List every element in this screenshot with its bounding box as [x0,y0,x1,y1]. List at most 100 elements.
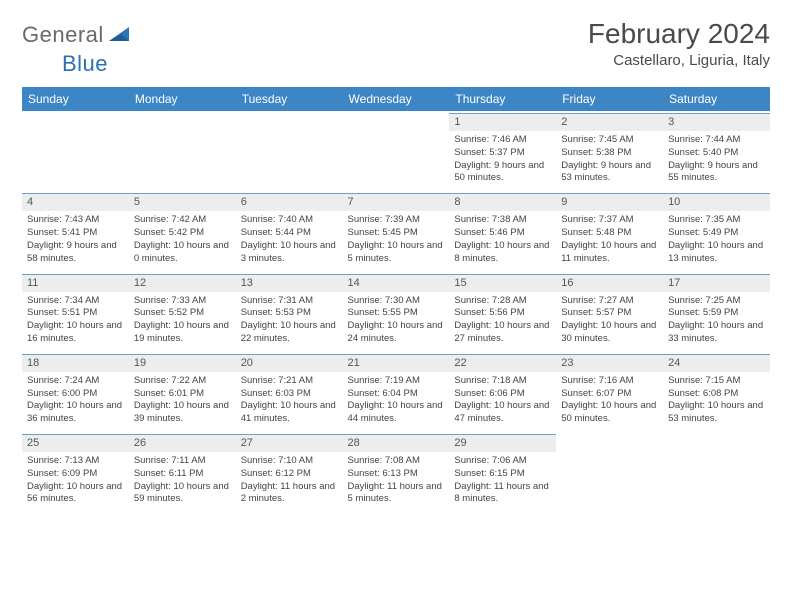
calendar-cell: 2Sunrise: 7:45 AMSunset: 5:38 PMDaylight… [556,111,663,191]
calendar-cell: 16Sunrise: 7:27 AMSunset: 5:57 PMDayligh… [556,272,663,352]
calendar-cell: 8Sunrise: 7:38 AMSunset: 5:46 PMDaylight… [449,191,556,271]
calendar-cell: 14Sunrise: 7:30 AMSunset: 5:55 PMDayligh… [343,272,450,352]
day-details: Sunrise: 7:39 AMSunset: 5:45 PMDaylight:… [343,211,450,271]
calendar-cell: 19Sunrise: 7:22 AMSunset: 6:01 PMDayligh… [129,352,236,432]
day-number: 24 [663,355,770,372]
calendar-cell: 13Sunrise: 7:31 AMSunset: 5:53 PMDayligh… [236,272,343,352]
day-details: Sunrise: 7:34 AMSunset: 5:51 PMDaylight:… [22,292,129,352]
day-number: 22 [449,355,556,372]
day-number: 8 [449,194,556,211]
day-details: Sunrise: 7:37 AMSunset: 5:48 PMDaylight:… [556,211,663,271]
calendar-cell: 7Sunrise: 7:39 AMSunset: 5:45 PMDaylight… [343,191,450,271]
day-number: 2 [556,114,663,131]
day-number: 27 [236,435,343,452]
calendar-cell: 28Sunrise: 7:08 AMSunset: 6:13 PMDayligh… [343,432,450,512]
weekday-header: Monday [129,87,236,111]
day-number: 16 [556,275,663,292]
day-number: 25 [22,435,129,452]
calendar-table: Sunday Monday Tuesday Wednesday Thursday… [22,87,770,512]
day-details: Sunrise: 7:44 AMSunset: 5:40 PMDaylight:… [663,131,770,191]
day-number: 13 [236,275,343,292]
calendar-week-row: 1Sunrise: 7:46 AMSunset: 5:37 PMDaylight… [22,111,770,191]
day-details: Sunrise: 7:35 AMSunset: 5:49 PMDaylight:… [663,211,770,271]
calendar-week-row: 25Sunrise: 7:13 AMSunset: 6:09 PMDayligh… [22,432,770,512]
calendar-cell: 21Sunrise: 7:19 AMSunset: 6:04 PMDayligh… [343,352,450,432]
weekday-header: Thursday [449,87,556,111]
calendar-cell [22,111,129,191]
day-details: Sunrise: 7:18 AMSunset: 6:06 PMDaylight:… [449,372,556,432]
day-details: Sunrise: 7:45 AMSunset: 5:38 PMDaylight:… [556,131,663,191]
day-number: 9 [556,194,663,211]
month-title: February 2024 [588,18,770,50]
brand-word-2: Blue [22,51,108,76]
calendar-cell: 27Sunrise: 7:10 AMSunset: 6:12 PMDayligh… [236,432,343,512]
day-number: 17 [663,275,770,292]
calendar-cell: 4Sunrise: 7:43 AMSunset: 5:41 PMDaylight… [22,191,129,271]
day-number: 10 [663,194,770,211]
weekday-header: Friday [556,87,663,111]
day-number: 5 [129,194,236,211]
day-number: 21 [343,355,450,372]
day-details: Sunrise: 7:10 AMSunset: 6:12 PMDaylight:… [236,452,343,512]
day-details: Sunrise: 7:19 AMSunset: 6:04 PMDaylight:… [343,372,450,432]
day-number: 23 [556,355,663,372]
calendar-cell: 3Sunrise: 7:44 AMSunset: 5:40 PMDaylight… [663,111,770,191]
calendar-cell [343,111,450,191]
calendar-cell: 25Sunrise: 7:13 AMSunset: 6:09 PMDayligh… [22,432,129,512]
day-details: Sunrise: 7:21 AMSunset: 6:03 PMDaylight:… [236,372,343,432]
day-details: Sunrise: 7:06 AMSunset: 6:15 PMDaylight:… [449,452,556,512]
calendar-week-row: 11Sunrise: 7:34 AMSunset: 5:51 PMDayligh… [22,272,770,352]
day-details: Sunrise: 7:38 AMSunset: 5:46 PMDaylight:… [449,211,556,271]
day-number: 7 [343,194,450,211]
day-number: 26 [129,435,236,452]
weekday-header: Sunday [22,87,129,111]
calendar-cell: 5Sunrise: 7:42 AMSunset: 5:42 PMDaylight… [129,191,236,271]
day-details: Sunrise: 7:11 AMSunset: 6:11 PMDaylight:… [129,452,236,512]
day-number: 29 [449,435,556,452]
day-details: Sunrise: 7:42 AMSunset: 5:42 PMDaylight:… [129,211,236,271]
calendar-cell: 29Sunrise: 7:06 AMSunset: 6:15 PMDayligh… [449,432,556,512]
day-number: 14 [343,275,450,292]
weekday-header: Saturday [663,87,770,111]
calendar-cell: 15Sunrise: 7:28 AMSunset: 5:56 PMDayligh… [449,272,556,352]
day-details: Sunrise: 7:15 AMSunset: 6:08 PMDaylight:… [663,372,770,432]
day-number: 11 [22,275,129,292]
day-details: Sunrise: 7:24 AMSunset: 6:00 PMDaylight:… [22,372,129,432]
day-details: Sunrise: 7:43 AMSunset: 5:41 PMDaylight:… [22,211,129,271]
calendar-cell [236,111,343,191]
day-details: Sunrise: 7:08 AMSunset: 6:13 PMDaylight:… [343,452,450,512]
calendar-cell [129,111,236,191]
calendar-cell: 1Sunrise: 7:46 AMSunset: 5:37 PMDaylight… [449,111,556,191]
calendar-cell: 11Sunrise: 7:34 AMSunset: 5:51 PMDayligh… [22,272,129,352]
calendar-cell [556,432,663,512]
brand-word-1: General [22,22,104,48]
day-number: 12 [129,275,236,292]
calendar-cell: 26Sunrise: 7:11 AMSunset: 6:11 PMDayligh… [129,432,236,512]
day-number: 28 [343,435,450,452]
day-number: 3 [663,114,770,131]
calendar-cell: 17Sunrise: 7:25 AMSunset: 5:59 PMDayligh… [663,272,770,352]
calendar-week-row: 4Sunrise: 7:43 AMSunset: 5:41 PMDaylight… [22,191,770,271]
day-details: Sunrise: 7:25 AMSunset: 5:59 PMDaylight:… [663,292,770,352]
weekday-header: Wednesday [343,87,450,111]
day-details: Sunrise: 7:27 AMSunset: 5:57 PMDaylight:… [556,292,663,352]
weekday-header: Tuesday [236,87,343,111]
brand-triangle-icon [109,25,131,48]
day-details: Sunrise: 7:46 AMSunset: 5:37 PMDaylight:… [449,131,556,191]
calendar-week-row: 18Sunrise: 7:24 AMSunset: 6:00 PMDayligh… [22,352,770,432]
calendar-cell: 18Sunrise: 7:24 AMSunset: 6:00 PMDayligh… [22,352,129,432]
calendar-cell: 12Sunrise: 7:33 AMSunset: 5:52 PMDayligh… [129,272,236,352]
calendar-cell: 9Sunrise: 7:37 AMSunset: 5:48 PMDaylight… [556,191,663,271]
day-number: 19 [129,355,236,372]
brand-logo: General [22,18,133,48]
day-details: Sunrise: 7:13 AMSunset: 6:09 PMDaylight:… [22,452,129,512]
day-number: 1 [449,114,556,131]
calendar-cell: 20Sunrise: 7:21 AMSunset: 6:03 PMDayligh… [236,352,343,432]
day-details: Sunrise: 7:28 AMSunset: 5:56 PMDaylight:… [449,292,556,352]
day-number: 18 [22,355,129,372]
weekday-header-row: Sunday Monday Tuesday Wednesday Thursday… [22,87,770,111]
day-number: 4 [22,194,129,211]
day-number: 15 [449,275,556,292]
calendar-cell [663,432,770,512]
day-number: 20 [236,355,343,372]
